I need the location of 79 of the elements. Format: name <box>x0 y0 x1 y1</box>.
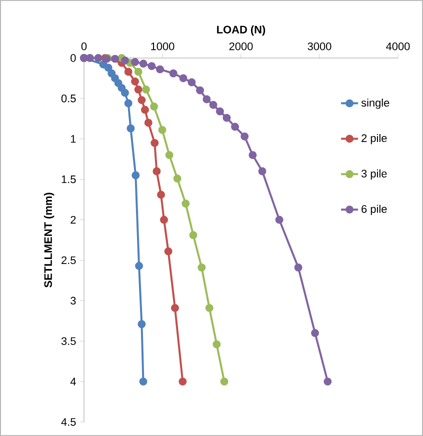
point <box>131 58 140 66</box>
y-tick-label: 1.5 <box>62 176 76 184</box>
point <box>220 378 228 386</box>
point <box>150 138 159 147</box>
point <box>120 88 129 97</box>
x-tick-label: 1000 <box>151 42 174 50</box>
y-tick-label: 2 <box>70 216 76 224</box>
point <box>111 54 119 63</box>
point <box>142 86 150 94</box>
point <box>198 264 206 272</box>
point <box>120 56 129 64</box>
point <box>258 167 266 176</box>
point <box>209 100 218 109</box>
point <box>124 99 132 108</box>
y-tick-label: 3 <box>70 296 76 305</box>
point <box>156 65 164 74</box>
point <box>152 167 161 176</box>
point <box>157 190 165 199</box>
point <box>231 122 240 131</box>
point <box>173 174 182 183</box>
point <box>94 54 102 62</box>
y-axis-title: SETLLMENT (mm) <box>44 192 54 288</box>
point <box>114 79 122 88</box>
point <box>150 102 158 111</box>
point <box>189 231 198 240</box>
y-tick-label: 2.5 <box>62 256 76 264</box>
point <box>188 78 196 86</box>
point <box>275 216 284 224</box>
point <box>179 74 188 82</box>
point <box>294 264 302 272</box>
point <box>139 60 148 68</box>
point <box>205 304 214 312</box>
point <box>164 247 172 256</box>
point <box>160 216 168 224</box>
legend-label: 2 pile <box>362 134 387 144</box>
point <box>216 107 224 116</box>
y-tick-label: 0.5 <box>61 94 76 102</box>
legend-label: 6 pile <box>362 204 387 216</box>
point <box>134 68 142 76</box>
point <box>196 86 204 94</box>
point <box>135 262 144 270</box>
point <box>182 200 190 208</box>
y-tick-label: 4.5 <box>61 418 76 426</box>
point <box>138 320 146 328</box>
point <box>212 340 221 348</box>
point <box>169 69 178 78</box>
point <box>138 96 146 104</box>
point <box>124 68 132 76</box>
point <box>139 378 148 386</box>
y-tick-label: 0 <box>70 54 76 62</box>
x-tick-label: 3000 <box>308 42 332 50</box>
point <box>248 151 257 160</box>
legend-label: 3 pile <box>361 169 387 180</box>
legend-label: single <box>361 98 390 109</box>
y-tick-label: 1 <box>70 135 76 143</box>
point <box>165 151 174 160</box>
point <box>141 106 149 114</box>
point <box>131 77 140 86</box>
point <box>134 86 142 94</box>
point <box>148 62 156 70</box>
point <box>240 132 249 140</box>
point <box>170 304 179 312</box>
point <box>324 378 332 386</box>
point <box>158 126 166 134</box>
point <box>144 118 152 127</box>
x-tick-label: 0 <box>81 42 87 50</box>
point <box>104 64 112 72</box>
y-tick-label: 4 <box>70 378 76 386</box>
point <box>311 329 320 338</box>
y-tick-label: 3.5 <box>61 337 76 345</box>
point <box>108 69 116 78</box>
point <box>222 114 231 122</box>
point <box>126 124 135 132</box>
x-tick-label: 4000 <box>386 42 410 50</box>
point <box>178 378 187 386</box>
x-axis-title: LOAD (N) <box>217 25 266 36</box>
point <box>132 171 140 180</box>
x-tick-label: 2000 <box>229 42 253 50</box>
point <box>202 95 211 104</box>
